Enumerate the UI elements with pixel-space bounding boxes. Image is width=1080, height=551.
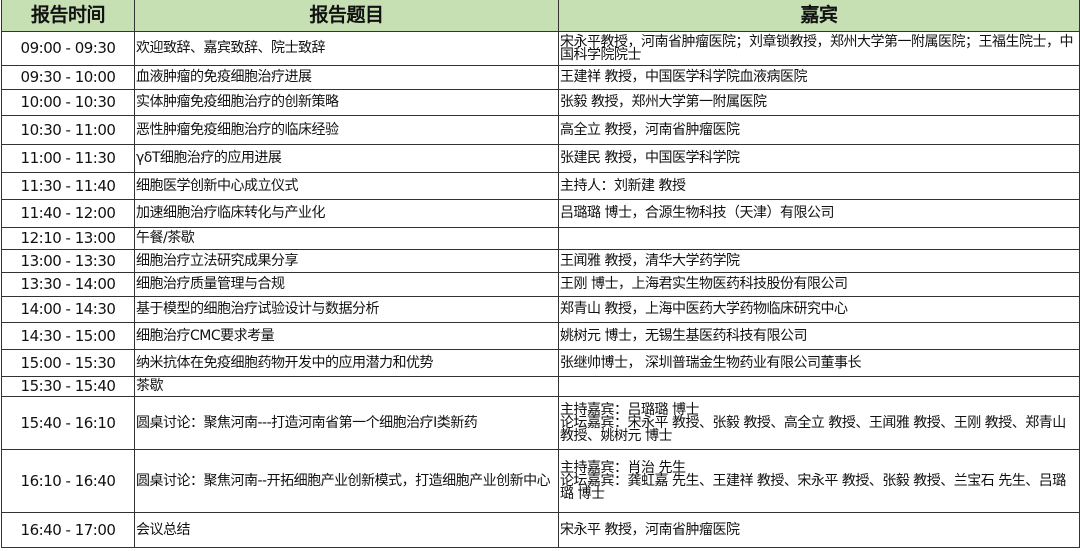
time-cell: 09:30 - 10:00 [1, 65, 135, 90]
topic-cell: 实体肿瘤免疫细胞治疗的创新策略 [134, 89, 559, 116]
time-cell: 09:00 - 09:30 [1, 31, 135, 66]
table-row: 10:30 - 11:00 恶性肿瘤免疫细胞治疗的临床经验 高全立 教授，河南省肿瘤… [1, 115, 1080, 145]
table-row: 12:10 - 13:00 午餐/茶歇 [1, 227, 1080, 250]
topic-cell: γδT细胞治疗的应用进展 [134, 144, 559, 173]
header-row: 报告时间 报告题目 嘉宾 [1, 0, 1080, 32]
table-row: 16:40 - 17:00 会议总结 宋永平 教授，河南省肿瘤医院 [1, 512, 1080, 548]
guest-cell: 主持嘉宾：肖治 先生 论坛嘉宾：龚虹嘉 先生、王建祥 教授、宋永平 教授、张毅 … [558, 449, 1080, 513]
topic-cell: 会议总结 [134, 512, 559, 548]
time-cell: 11:00 - 11:30 [1, 144, 135, 173]
topic-cell: 圆桌讨论：聚焦河南---打造河南省第一个细胞治疗I类新药 [134, 396, 559, 450]
time-cell: 10:00 - 10:30 [1, 89, 135, 116]
time-cell: 11:40 - 12:00 [1, 199, 135, 228]
table-row: 10:00 - 10:30 实体肿瘤免疫细胞治疗的创新策略 张毅 教授，郑州大学第一… [1, 89, 1080, 116]
guest-cell [558, 376, 1080, 397]
topic-cell: 细胞治疗立法研究成果分享 [134, 249, 559, 273]
topic-cell: 细胞治疗质量管理与合规 [134, 272, 559, 297]
table-row: 09:30 - 10:00 血液肿瘤的免疫细胞治疗进展 王建祥 教授，中国医学科学院… [1, 65, 1080, 90]
table-row: 11:40 - 12:00 加速细胞治疗临床转化与产业化 吕璐璐 博士，合源生物科技… [1, 199, 1080, 228]
time-cell: 15:40 - 16:10 [1, 396, 135, 450]
guest-cell: 张继帅博士， 深圳普瑞金生物药业有限公司董事长 [558, 349, 1080, 377]
guest-cell: 高全立 教授，河南省肿瘤医院 [558, 115, 1080, 145]
time-cell: 13:30 - 14:00 [1, 272, 135, 297]
guest-cell: 王建祥 教授，中国医学科学院血液病医院 [558, 65, 1080, 90]
time-cell: 14:00 - 14:30 [1, 296, 135, 323]
time-cell: 13:00 - 13:30 [1, 249, 135, 273]
table-row: 15:00 - 15:30 纳米抗体在免疫细胞药物开发中的应用潜力和优势 张继帅博士… [1, 349, 1080, 377]
topic-cell: 恶性肿瘤免疫细胞治疗的临床经验 [134, 115, 559, 145]
table-row: 16:10 - 16:40 圆桌讨论：聚焦河南--开拓细胞产业创新模式，打造细胞产… [1, 449, 1080, 513]
guest-cell: 王刚 博士，上海君实生物医药科技股份有限公司 [558, 272, 1080, 297]
guest-cell: 王闻雅 教授，清华大学药学院 [558, 249, 1080, 273]
topic-cell: 茶歇 [134, 376, 559, 397]
guest-cell: 主持嘉宾：吕璐璐 博士 论坛嘉宾：宋永平 教授、张毅 教授、高全立 教授、王闻雅… [558, 396, 1080, 450]
header-topic: 报告题目 [134, 0, 559, 32]
topic-cell: 纳米抗体在免疫细胞药物开发中的应用潜力和优势 [134, 349, 559, 377]
guest-cell: 张建民 教授，中国医学科学院 [558, 144, 1080, 173]
guest-cell: 吕璐璐 博士，合源生物科技（天津）有限公司 [558, 199, 1080, 228]
table-row: 14:00 - 14:30 基于模型的细胞治疗试验设计与数据分析 郑青山 教授，上海… [1, 296, 1080, 323]
table-row: 15:40 - 16:10 圆桌讨论：聚焦河南---打造河南省第一个细胞治疗I类新… [1, 396, 1080, 450]
guest-cell: 姚树元 博士，无锡生基医药科技有限公司 [558, 322, 1080, 350]
time-cell: 11:30 - 11:40 [1, 172, 135, 200]
time-cell: 15:30 - 15:40 [1, 376, 135, 397]
guest-cell: 宋永平 教授，河南省肿瘤医院 [558, 512, 1080, 548]
time-cell: 15:00 - 15:30 [1, 349, 135, 377]
time-cell: 16:10 - 16:40 [1, 449, 135, 513]
time-cell: 14:30 - 15:00 [1, 322, 135, 350]
topic-cell: 血液肿瘤的免疫细胞治疗进展 [134, 65, 559, 90]
table-row: 15:30 - 15:40 茶歇 [1, 376, 1080, 397]
table-row: 13:00 - 13:30 细胞治疗立法研究成果分享 王闻雅 教授，清华大学药学院 [1, 249, 1080, 273]
header-guest: 嘉宾 [558, 0, 1080, 32]
guest-cell: 主持人：刘新建 教授 [558, 172, 1080, 200]
topic-cell: 细胞医学创新中心成立仪式 [134, 172, 559, 200]
time-cell: 10:30 - 11:00 [1, 115, 135, 145]
topic-cell: 细胞治疗CMC要求考量 [134, 322, 559, 350]
guest-cell: 郑青山 教授，上海中医药大学药物临床研究中心 [558, 296, 1080, 323]
topic-cell: 午餐/茶歇 [134, 227, 559, 250]
guest-cell: 宋永平教授，河南省肿瘤医院；刘章锁教授，郑州大学第一附属医院；王福生院士，中国科… [558, 31, 1080, 66]
guest-cell: 张毅 教授，郑州大学第一附属医院 [558, 89, 1080, 116]
topic-cell: 欢迎致辞、嘉宾致辞、院士致辞 [134, 31, 559, 66]
table-row: 11:00 - 11:30 γδT细胞治疗的应用进展 张建民 教授，中国医学科学院 [1, 144, 1080, 173]
table-row: 11:30 - 11:40 细胞医学创新中心成立仪式 主持人：刘新建 教授 [1, 172, 1080, 200]
header-time: 报告时间 [1, 0, 135, 32]
table-row: 09:00 - 09:30 欢迎致辞、嘉宾致辞、院士致辞 宋永平教授，河南省肿瘤医院… [1, 31, 1080, 66]
table-row: 13:30 - 14:00 细胞治疗质量管理与合规 王刚 博士，上海君实生物医药科技… [1, 272, 1080, 297]
topic-cell: 基于模型的细胞治疗试验设计与数据分析 [134, 296, 559, 323]
time-cell: 12:10 - 13:00 [1, 227, 135, 250]
topic-cell: 圆桌讨论：聚焦河南--开拓细胞产业创新模式，打造细胞产业创新中心 [134, 449, 559, 513]
topic-cell: 加速细胞治疗临床转化与产业化 [134, 199, 559, 228]
time-cell: 16:40 - 17:00 [1, 512, 135, 548]
table-row: 14:30 - 15:00 细胞治疗CMC要求考量 姚树元 博士，无锡生基医药科技有… [1, 322, 1080, 350]
guest-cell [558, 227, 1080, 250]
